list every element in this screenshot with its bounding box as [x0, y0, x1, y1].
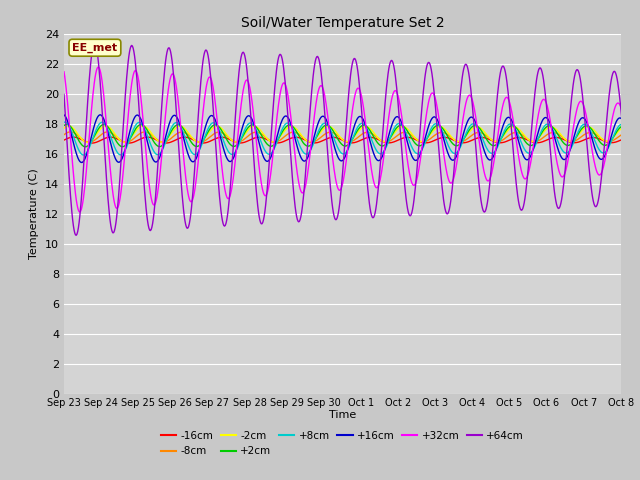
+2cm [428, 127, 436, 133]
+32cm [411, 182, 419, 188]
+8cm [396, 120, 403, 126]
Line: +16cm: +16cm [64, 115, 639, 162]
+8cm [557, 145, 564, 151]
+64cm [557, 201, 564, 206]
+8cm [636, 150, 640, 156]
-2cm [97, 126, 104, 132]
Line: -16cm: -16cm [64, 137, 639, 143]
+32cm [396, 100, 403, 106]
-16cm [428, 139, 436, 144]
Text: EE_met: EE_met [72, 43, 118, 53]
+32cm [97, 70, 104, 76]
-16cm [411, 136, 419, 142]
+2cm [396, 123, 403, 129]
+64cm [90, 40, 98, 46]
+16cm [396, 116, 403, 121]
-8cm [498, 138, 506, 144]
+32cm [636, 167, 640, 172]
-16cm [70, 134, 77, 140]
+8cm [60, 120, 68, 125]
-16cm [97, 137, 104, 143]
+16cm [636, 156, 640, 162]
-8cm [67, 129, 74, 135]
+32cm [95, 64, 102, 70]
Line: +8cm: +8cm [64, 122, 639, 155]
Line: +32cm: +32cm [64, 67, 639, 212]
+64cm [60, 92, 68, 97]
+64cm [97, 87, 104, 93]
-16cm [60, 137, 68, 143]
+64cm [411, 191, 419, 197]
+32cm [76, 209, 84, 215]
+16cm [498, 127, 506, 132]
+32cm [428, 90, 436, 96]
+2cm [82, 144, 90, 150]
+64cm [396, 119, 403, 124]
+2cm [498, 134, 506, 140]
Line: -2cm: -2cm [64, 126, 639, 142]
+2cm [97, 123, 104, 129]
+32cm [557, 173, 564, 179]
-2cm [65, 123, 72, 129]
+32cm [498, 108, 506, 113]
-8cm [85, 139, 93, 145]
-16cm [88, 140, 96, 146]
+64cm [636, 166, 640, 171]
+8cm [428, 124, 436, 130]
+2cm [411, 140, 419, 145]
+16cm [411, 157, 419, 163]
+8cm [61, 119, 68, 125]
-2cm [636, 136, 640, 142]
-8cm [557, 133, 564, 139]
-2cm [411, 134, 419, 140]
-8cm [60, 132, 68, 138]
+8cm [498, 134, 506, 140]
Line: -8cm: -8cm [64, 132, 639, 142]
X-axis label: Time: Time [329, 410, 356, 420]
-8cm [428, 134, 436, 140]
+16cm [557, 154, 564, 159]
-2cm [396, 125, 403, 131]
-16cm [396, 136, 403, 142]
+16cm [428, 116, 436, 121]
+64cm [428, 71, 436, 77]
+8cm [79, 152, 87, 158]
+16cm [97, 112, 104, 118]
-2cm [557, 132, 564, 137]
-2cm [428, 130, 436, 135]
+64cm [72, 232, 80, 238]
-2cm [60, 125, 68, 131]
+16cm [60, 112, 68, 118]
-16cm [557, 135, 564, 141]
+8cm [97, 120, 104, 126]
Line: +2cm: +2cm [64, 124, 639, 147]
Line: +64cm: +64cm [64, 43, 639, 235]
-8cm [396, 131, 403, 137]
-8cm [97, 132, 104, 138]
+2cm [557, 136, 564, 142]
-2cm [83, 139, 91, 145]
+32cm [60, 69, 68, 75]
+2cm [63, 121, 71, 127]
-2cm [498, 135, 506, 141]
+16cm [77, 159, 85, 165]
+16cm [96, 112, 104, 118]
Title: Soil/Water Temperature Set 2: Soil/Water Temperature Set 2 [241, 16, 444, 30]
+8cm [411, 149, 419, 155]
+64cm [498, 64, 506, 70]
-8cm [636, 136, 640, 142]
+2cm [636, 141, 640, 147]
+2cm [60, 123, 68, 129]
Y-axis label: Temperature (C): Temperature (C) [29, 168, 39, 259]
Legend: -16cm, -8cm, -2cm, +2cm, +8cm, +16cm, +32cm, +64cm: -16cm, -8cm, -2cm, +2cm, +8cm, +16cm, +3… [156, 427, 529, 460]
-8cm [411, 135, 419, 141]
-16cm [498, 140, 506, 145]
-16cm [636, 137, 640, 143]
